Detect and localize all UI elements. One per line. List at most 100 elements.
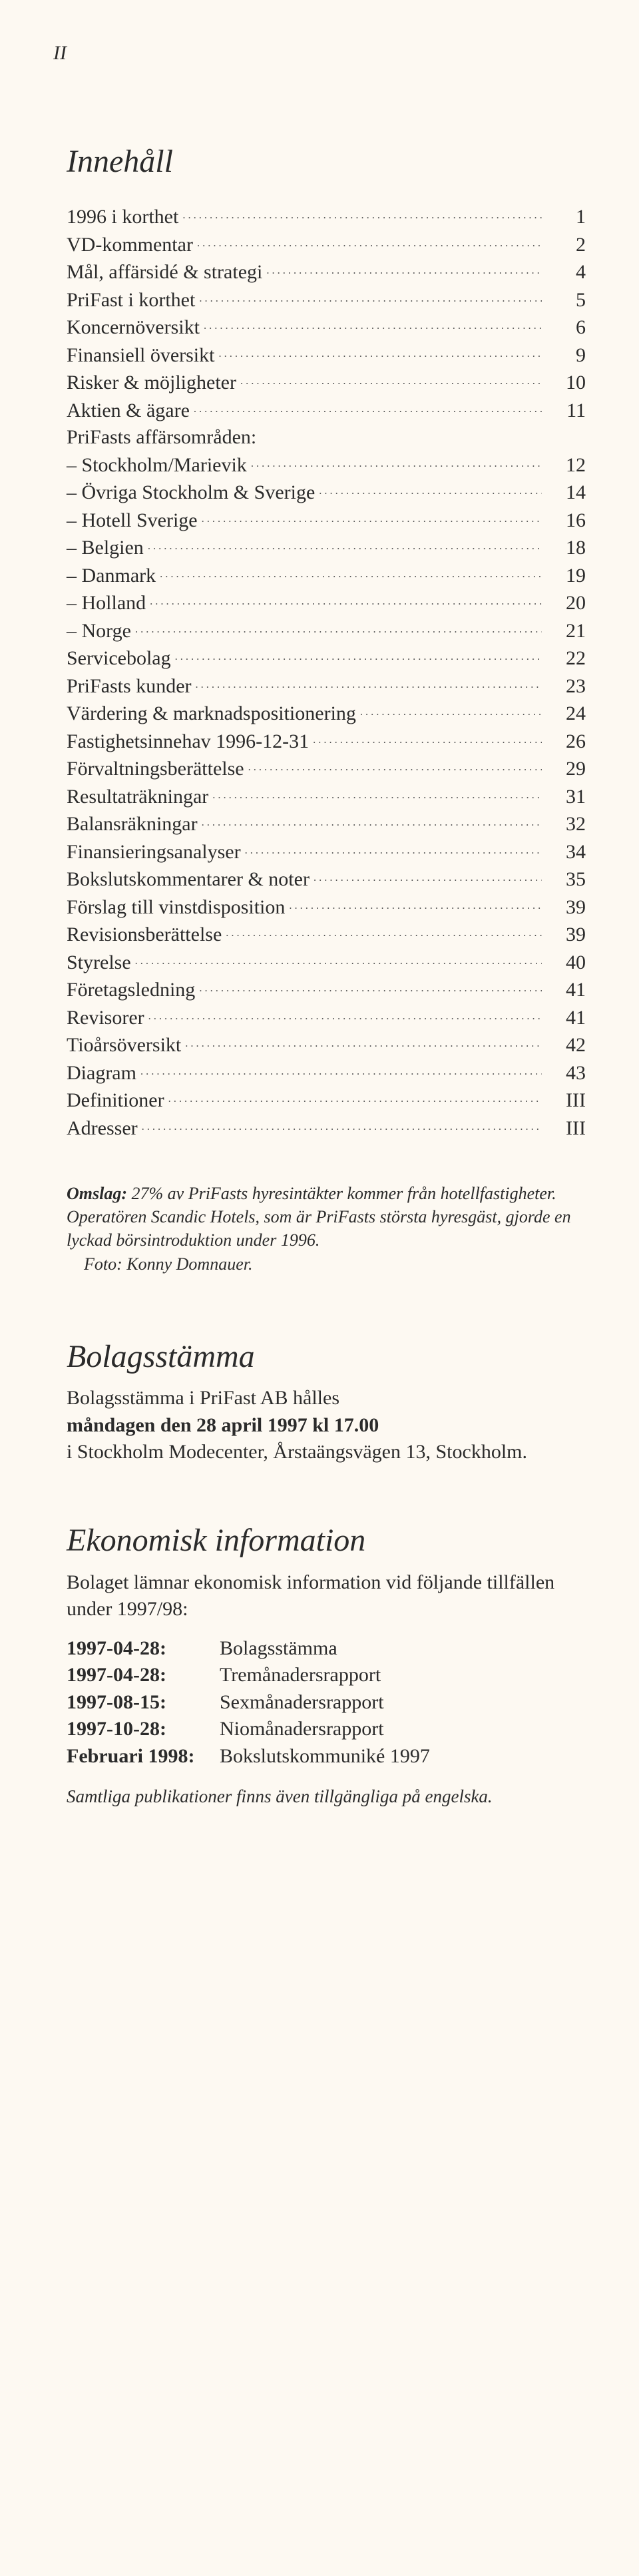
omslag-foto: Foto: Konny Domnauer. bbox=[84, 1254, 252, 1274]
toc-label: Finansieringsanalyser bbox=[67, 839, 241, 866]
toc-page: 40 bbox=[546, 949, 586, 977]
toc-label: PriFasts kunder bbox=[67, 673, 192, 700]
schedule-date: 1997-10-28: bbox=[67, 1716, 220, 1743]
toc-row: – Norge 21 bbox=[67, 617, 586, 645]
toc-label: Risker & möjligheter bbox=[67, 370, 236, 397]
toc-areas-header: PriFasts affärsområden: bbox=[67, 424, 586, 451]
toc-page: III bbox=[546, 1115, 586, 1143]
toc-leader bbox=[150, 589, 542, 609]
toc-leader bbox=[202, 507, 542, 527]
toc-label: Förvaltningsberättelse bbox=[67, 756, 244, 783]
toc-page: 11 bbox=[546, 397, 586, 425]
toc-page: 35 bbox=[546, 866, 586, 894]
toc-page: 23 bbox=[546, 673, 586, 700]
toc-leader bbox=[148, 1004, 542, 1024]
toc-row: 1996 i korthet1 bbox=[67, 203, 586, 231]
toc-row: Adresser III bbox=[67, 1115, 586, 1143]
toc-row: Styrelse 40 bbox=[67, 949, 586, 977]
toc-row: Finansieringsanalyser34 bbox=[67, 838, 586, 866]
toc-row: – Hotell Sverige 16 bbox=[67, 507, 586, 535]
toc-row: Tioårsöversikt42 bbox=[67, 1031, 586, 1059]
toc-page: 24 bbox=[546, 700, 586, 728]
toc-label: PriFast i korthet bbox=[67, 287, 195, 314]
toc-row: Företagsledning41 bbox=[67, 976, 586, 1004]
toc-page: 26 bbox=[546, 728, 586, 756]
agm-title: Bolagsstämma bbox=[67, 1336, 586, 1379]
toc-leader bbox=[218, 342, 542, 362]
toc-leader bbox=[319, 479, 542, 499]
toc-leader bbox=[148, 534, 542, 554]
toc-page: 29 bbox=[546, 756, 586, 783]
schedule-row: 1997-08-15: Sexmånadersrapport bbox=[67, 1689, 586, 1716]
schedule-table: 1997-04-28: Bolagsstämma1997-04-28: Trem… bbox=[67, 1635, 586, 1770]
toc-page: 5 bbox=[546, 287, 586, 314]
agm-line1: Bolagsstämma i PriFast AB hålles bbox=[67, 1385, 586, 1412]
toc-label: Adresser bbox=[67, 1115, 138, 1143]
agm-location: i Stockholm Modecenter, Årstaängsvägen 1… bbox=[67, 1439, 586, 1466]
toc-leader bbox=[313, 728, 542, 748]
toc-label: Bokslutskommentarer & noter bbox=[67, 866, 310, 894]
toc-leader bbox=[245, 838, 542, 858]
toc-leader bbox=[240, 369, 542, 389]
toc-row: Värdering & marknadspositionering24 bbox=[67, 700, 586, 728]
schedule-desc: Bolagsstämma bbox=[220, 1635, 337, 1663]
toc-row: Resultaträkningar31 bbox=[67, 783, 586, 811]
toc-page: 2 bbox=[546, 232, 586, 259]
toc-page: 43 bbox=[546, 1060, 586, 1087]
toc-row: PriFast i korthet 5 bbox=[67, 286, 586, 314]
toc-page: 16 bbox=[546, 507, 586, 535]
schedule-row: Februari 1998: Bokslutskommuniké 1997 bbox=[67, 1743, 586, 1770]
toc-row: DefinitionerIII bbox=[67, 1087, 586, 1115]
toc-label: Definitioner bbox=[67, 1087, 164, 1115]
toc-page: 20 bbox=[546, 590, 586, 617]
toc-leader bbox=[196, 672, 542, 692]
toc-row: – Danmark19 bbox=[67, 562, 586, 590]
toc-leader bbox=[199, 286, 542, 306]
toc-page: 9 bbox=[546, 342, 586, 370]
toc-label: Styrelse bbox=[67, 949, 131, 977]
toc-leader bbox=[204, 314, 542, 334]
toc-label: Resultaträkningar bbox=[67, 784, 208, 811]
toc-leader bbox=[212, 783, 542, 803]
toc-page: 32 bbox=[546, 811, 586, 838]
toc-row: Bokslutskommentarer & noter 35 bbox=[67, 866, 586, 894]
schedule-date: 1997-04-28: bbox=[67, 1635, 220, 1663]
toc-row: Revisionsberättelse39 bbox=[67, 921, 586, 949]
toc-label: Företagsledning bbox=[67, 977, 195, 1004]
toc-page: 41 bbox=[546, 1005, 586, 1032]
schedule-desc: Niomånadersrapport bbox=[220, 1716, 384, 1743]
toc-leader bbox=[199, 976, 542, 996]
toc-page: 18 bbox=[546, 535, 586, 562]
toc-leader bbox=[140, 1059, 542, 1079]
toc-leader bbox=[175, 644, 542, 664]
toc-leader bbox=[248, 755, 542, 775]
toc-label: Finansiell översikt bbox=[67, 342, 214, 370]
schedule-desc: Bokslutskommuniké 1997 bbox=[220, 1743, 430, 1770]
omslag-body: 27% av PriFasts hyresintäkter kommer frå… bbox=[67, 1184, 571, 1250]
toc-row: – Övriga Stockholm & Sverige14 bbox=[67, 479, 586, 507]
page-number: II bbox=[53, 40, 586, 67]
toc-label: Aktien & ägare bbox=[67, 397, 190, 425]
economic-info-intro: Bolaget lämnar ekonomisk information vid… bbox=[67, 1569, 586, 1623]
toc-leader bbox=[168, 1087, 542, 1107]
toc-page: 4 bbox=[546, 259, 586, 286]
table-of-contents: 1996 i korthet1VD-kommentar2Mål, affärsi… bbox=[67, 203, 586, 1142]
toc-leader bbox=[135, 617, 542, 637]
toc-page: 10 bbox=[546, 370, 586, 397]
toc-row: Fastighetsinnehav 1996-12-3126 bbox=[67, 728, 586, 756]
toc-label: – Stockholm/Marievik bbox=[67, 452, 247, 479]
toc-row: Revisorer41 bbox=[67, 1004, 586, 1032]
agm-section: Bolagsstämma Bolagsstämma i PriFast AB h… bbox=[67, 1336, 586, 1466]
toc-label: Balansräkningar bbox=[67, 811, 198, 838]
toc-page: 1 bbox=[546, 204, 586, 231]
toc-page: 19 bbox=[546, 563, 586, 590]
schedule-row: 1997-04-28: Tremånadersrapport bbox=[67, 1662, 586, 1689]
economic-info-section: Ekonomisk information Bolaget lämnar eko… bbox=[67, 1519, 586, 1809]
toc-label: – Norge bbox=[67, 618, 131, 645]
toc-page: 42 bbox=[546, 1032, 586, 1059]
schedule-row: 1997-10-28: Niomånadersrapport bbox=[67, 1716, 586, 1743]
toc-label: – Holland bbox=[67, 590, 146, 617]
toc-label: – Hotell Sverige bbox=[67, 507, 198, 535]
toc-page: 21 bbox=[546, 618, 586, 645]
toc-label: Förslag till vinstdisposition bbox=[67, 894, 285, 921]
